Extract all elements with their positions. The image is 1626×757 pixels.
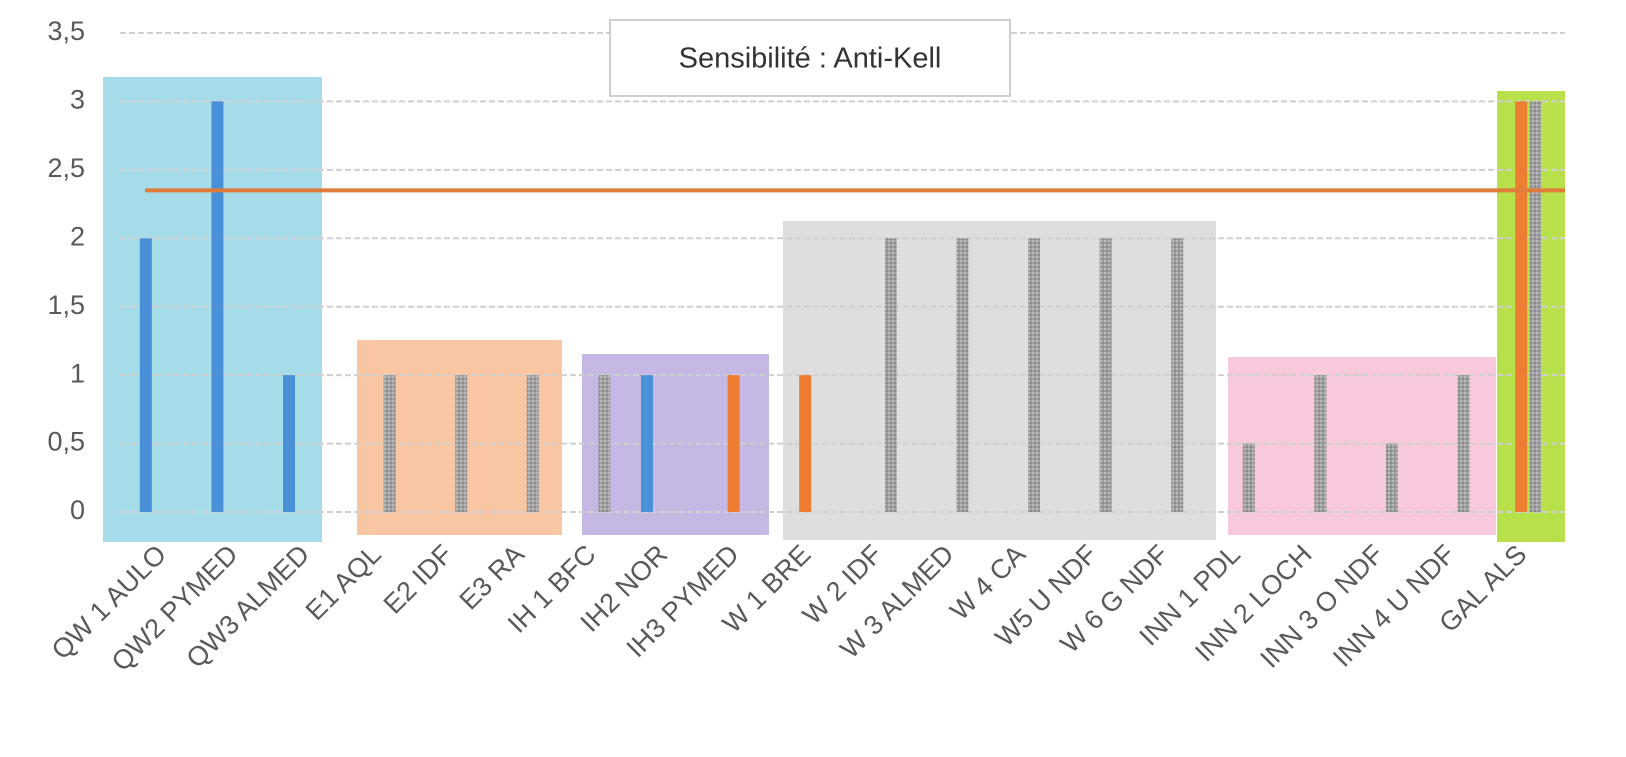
bar	[727, 375, 740, 512]
bar	[383, 375, 396, 512]
bar	[1242, 443, 1255, 512]
bar	[1099, 238, 1112, 513]
bar	[884, 238, 897, 513]
y-tick-label: 1	[70, 358, 85, 388]
y-tick-label: 2	[70, 221, 85, 251]
y-tick-label: 2,5	[47, 153, 85, 183]
bar	[1314, 375, 1327, 512]
y-tick-label: 3,5	[47, 16, 85, 46]
bar	[799, 375, 812, 512]
bar	[1457, 375, 1470, 512]
bar	[1171, 238, 1184, 513]
title-box	[609, 19, 1011, 97]
bar	[526, 375, 539, 512]
y-tick-label: 3	[70, 85, 85, 115]
bar	[598, 375, 611, 512]
bar	[1028, 238, 1040, 513]
y-tick-label: 1,5	[47, 290, 85, 320]
bar	[1529, 101, 1542, 512]
bar	[455, 375, 468, 512]
x-tick-label: INN 3 O NDF	[1255, 539, 1390, 674]
x-tick-label: E2 IDF	[378, 539, 459, 620]
x-tick-label: E1 AQL	[300, 539, 387, 626]
bar	[211, 101, 224, 512]
bar	[139, 238, 152, 513]
bar	[956, 238, 969, 513]
y-tick-label: 0,5	[47, 427, 85, 457]
bar	[641, 375, 653, 512]
chart-title: Sensibilité : Anti-Kell	[679, 43, 942, 75]
x-tick-label: QW2 PYMED	[106, 539, 244, 677]
bar	[1386, 443, 1398, 512]
x-tick-label: QW3 ALMED	[181, 539, 316, 674]
group-band	[783, 221, 1216, 540]
bar	[283, 375, 295, 512]
bar	[1515, 101, 1528, 512]
group-band	[1228, 357, 1496, 535]
y-tick-label: 0	[70, 495, 85, 525]
